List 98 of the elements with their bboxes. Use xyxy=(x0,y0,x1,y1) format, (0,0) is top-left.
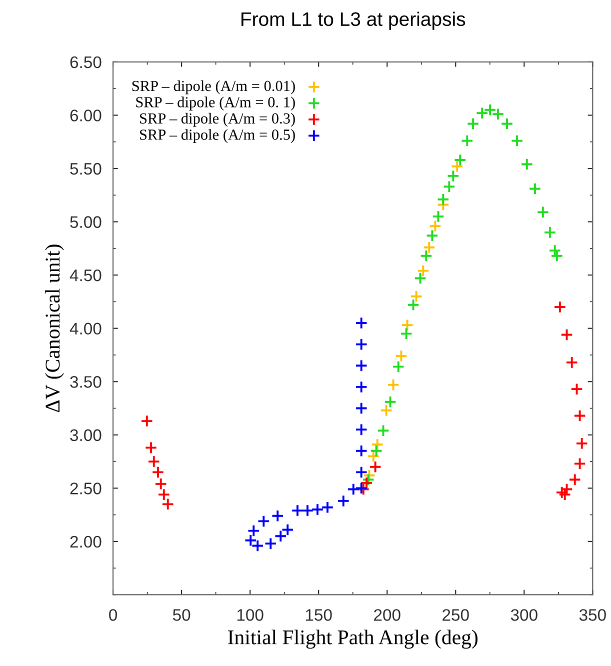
point xyxy=(347,482,360,496)
point xyxy=(528,182,542,196)
point xyxy=(450,160,464,173)
point xyxy=(354,423,368,436)
x-tick-label: 150 xyxy=(306,609,332,621)
point xyxy=(575,437,588,450)
point xyxy=(247,524,260,538)
point xyxy=(568,473,582,486)
point xyxy=(416,264,430,278)
point xyxy=(400,318,414,332)
point xyxy=(406,298,420,312)
point xyxy=(400,327,413,340)
point xyxy=(432,210,445,223)
point xyxy=(460,134,474,148)
y-tick-label: 2.00 xyxy=(70,536,102,548)
legend-label: SRP – dipole (A/m = 0.5) xyxy=(140,129,295,143)
point xyxy=(354,466,368,479)
point xyxy=(422,241,436,254)
x-tick-label: 300 xyxy=(510,609,538,621)
point xyxy=(436,193,450,206)
y-tick-label: 3.50 xyxy=(70,376,102,388)
point xyxy=(140,414,154,428)
x-tick-label: 100 xyxy=(237,609,264,621)
point xyxy=(321,501,334,514)
point xyxy=(257,514,270,528)
point xyxy=(244,534,257,547)
point xyxy=(376,424,390,437)
point xyxy=(311,503,324,516)
point xyxy=(362,473,375,486)
point xyxy=(362,469,376,482)
point xyxy=(154,478,168,490)
y-tick-label: 6.00 xyxy=(70,110,102,122)
point xyxy=(428,220,442,232)
point xyxy=(548,244,562,257)
point xyxy=(264,537,277,550)
point xyxy=(554,300,566,314)
y-tick-label: 5.50 xyxy=(70,162,102,175)
point xyxy=(291,504,304,517)
x-tick-label: 200 xyxy=(374,609,400,621)
point xyxy=(414,272,427,285)
legend-label: SRP – dipole (A/m = 0.01) xyxy=(132,80,295,94)
point xyxy=(380,404,393,417)
point xyxy=(466,117,480,130)
point xyxy=(392,360,405,374)
point xyxy=(371,438,384,451)
point xyxy=(367,450,380,463)
point xyxy=(354,402,368,415)
point xyxy=(536,206,550,219)
y-tick-label: 5.00 xyxy=(70,216,102,228)
point xyxy=(354,316,368,330)
point xyxy=(410,290,423,303)
point xyxy=(446,170,460,182)
point xyxy=(394,350,408,362)
x-tick-label: 50 xyxy=(172,609,190,621)
point xyxy=(271,510,284,522)
point xyxy=(386,378,400,392)
y-axis-title: ΔV (Canonical unit) xyxy=(45,244,64,412)
point xyxy=(426,229,439,242)
point xyxy=(158,488,170,501)
point xyxy=(565,356,578,369)
point xyxy=(492,108,504,121)
point xyxy=(354,338,368,351)
point xyxy=(148,455,160,468)
y-tick-label: 4.50 xyxy=(70,269,102,282)
y-tick-label: 6.50 xyxy=(70,56,102,68)
point xyxy=(454,154,467,166)
point xyxy=(368,460,382,474)
point xyxy=(500,117,514,130)
point xyxy=(573,457,586,470)
x-tick-label: 0 xyxy=(109,609,118,621)
point xyxy=(301,504,314,517)
point xyxy=(520,158,534,171)
x-tick-label: 250 xyxy=(442,609,469,621)
y-tick-label: 3.00 xyxy=(70,429,102,442)
y-tick-label: 2.50 xyxy=(70,482,102,494)
point xyxy=(354,444,368,458)
point xyxy=(161,498,174,511)
point xyxy=(510,134,524,148)
point xyxy=(251,539,264,552)
point xyxy=(337,494,350,508)
x-axis-title: Initial Flight Path Angle (deg) xyxy=(228,630,478,649)
point xyxy=(152,466,164,479)
point xyxy=(370,444,383,458)
legend-label: SRP – dipole (A/m = 0. 1) xyxy=(136,96,295,110)
point xyxy=(384,396,397,408)
chart-title: From L1 to L3 at periapsis xyxy=(242,12,466,30)
point xyxy=(354,359,368,372)
point xyxy=(144,441,158,454)
point xyxy=(420,250,433,262)
y-tick-label: 4.00 xyxy=(70,322,102,335)
point xyxy=(354,380,368,394)
point xyxy=(570,382,584,396)
x-tick-label: 350 xyxy=(579,609,606,621)
point xyxy=(544,226,556,239)
point xyxy=(560,328,574,342)
point xyxy=(573,409,586,422)
legend-label: SRP – dipole (A/m = 0.3) xyxy=(140,112,295,127)
point xyxy=(442,180,456,193)
